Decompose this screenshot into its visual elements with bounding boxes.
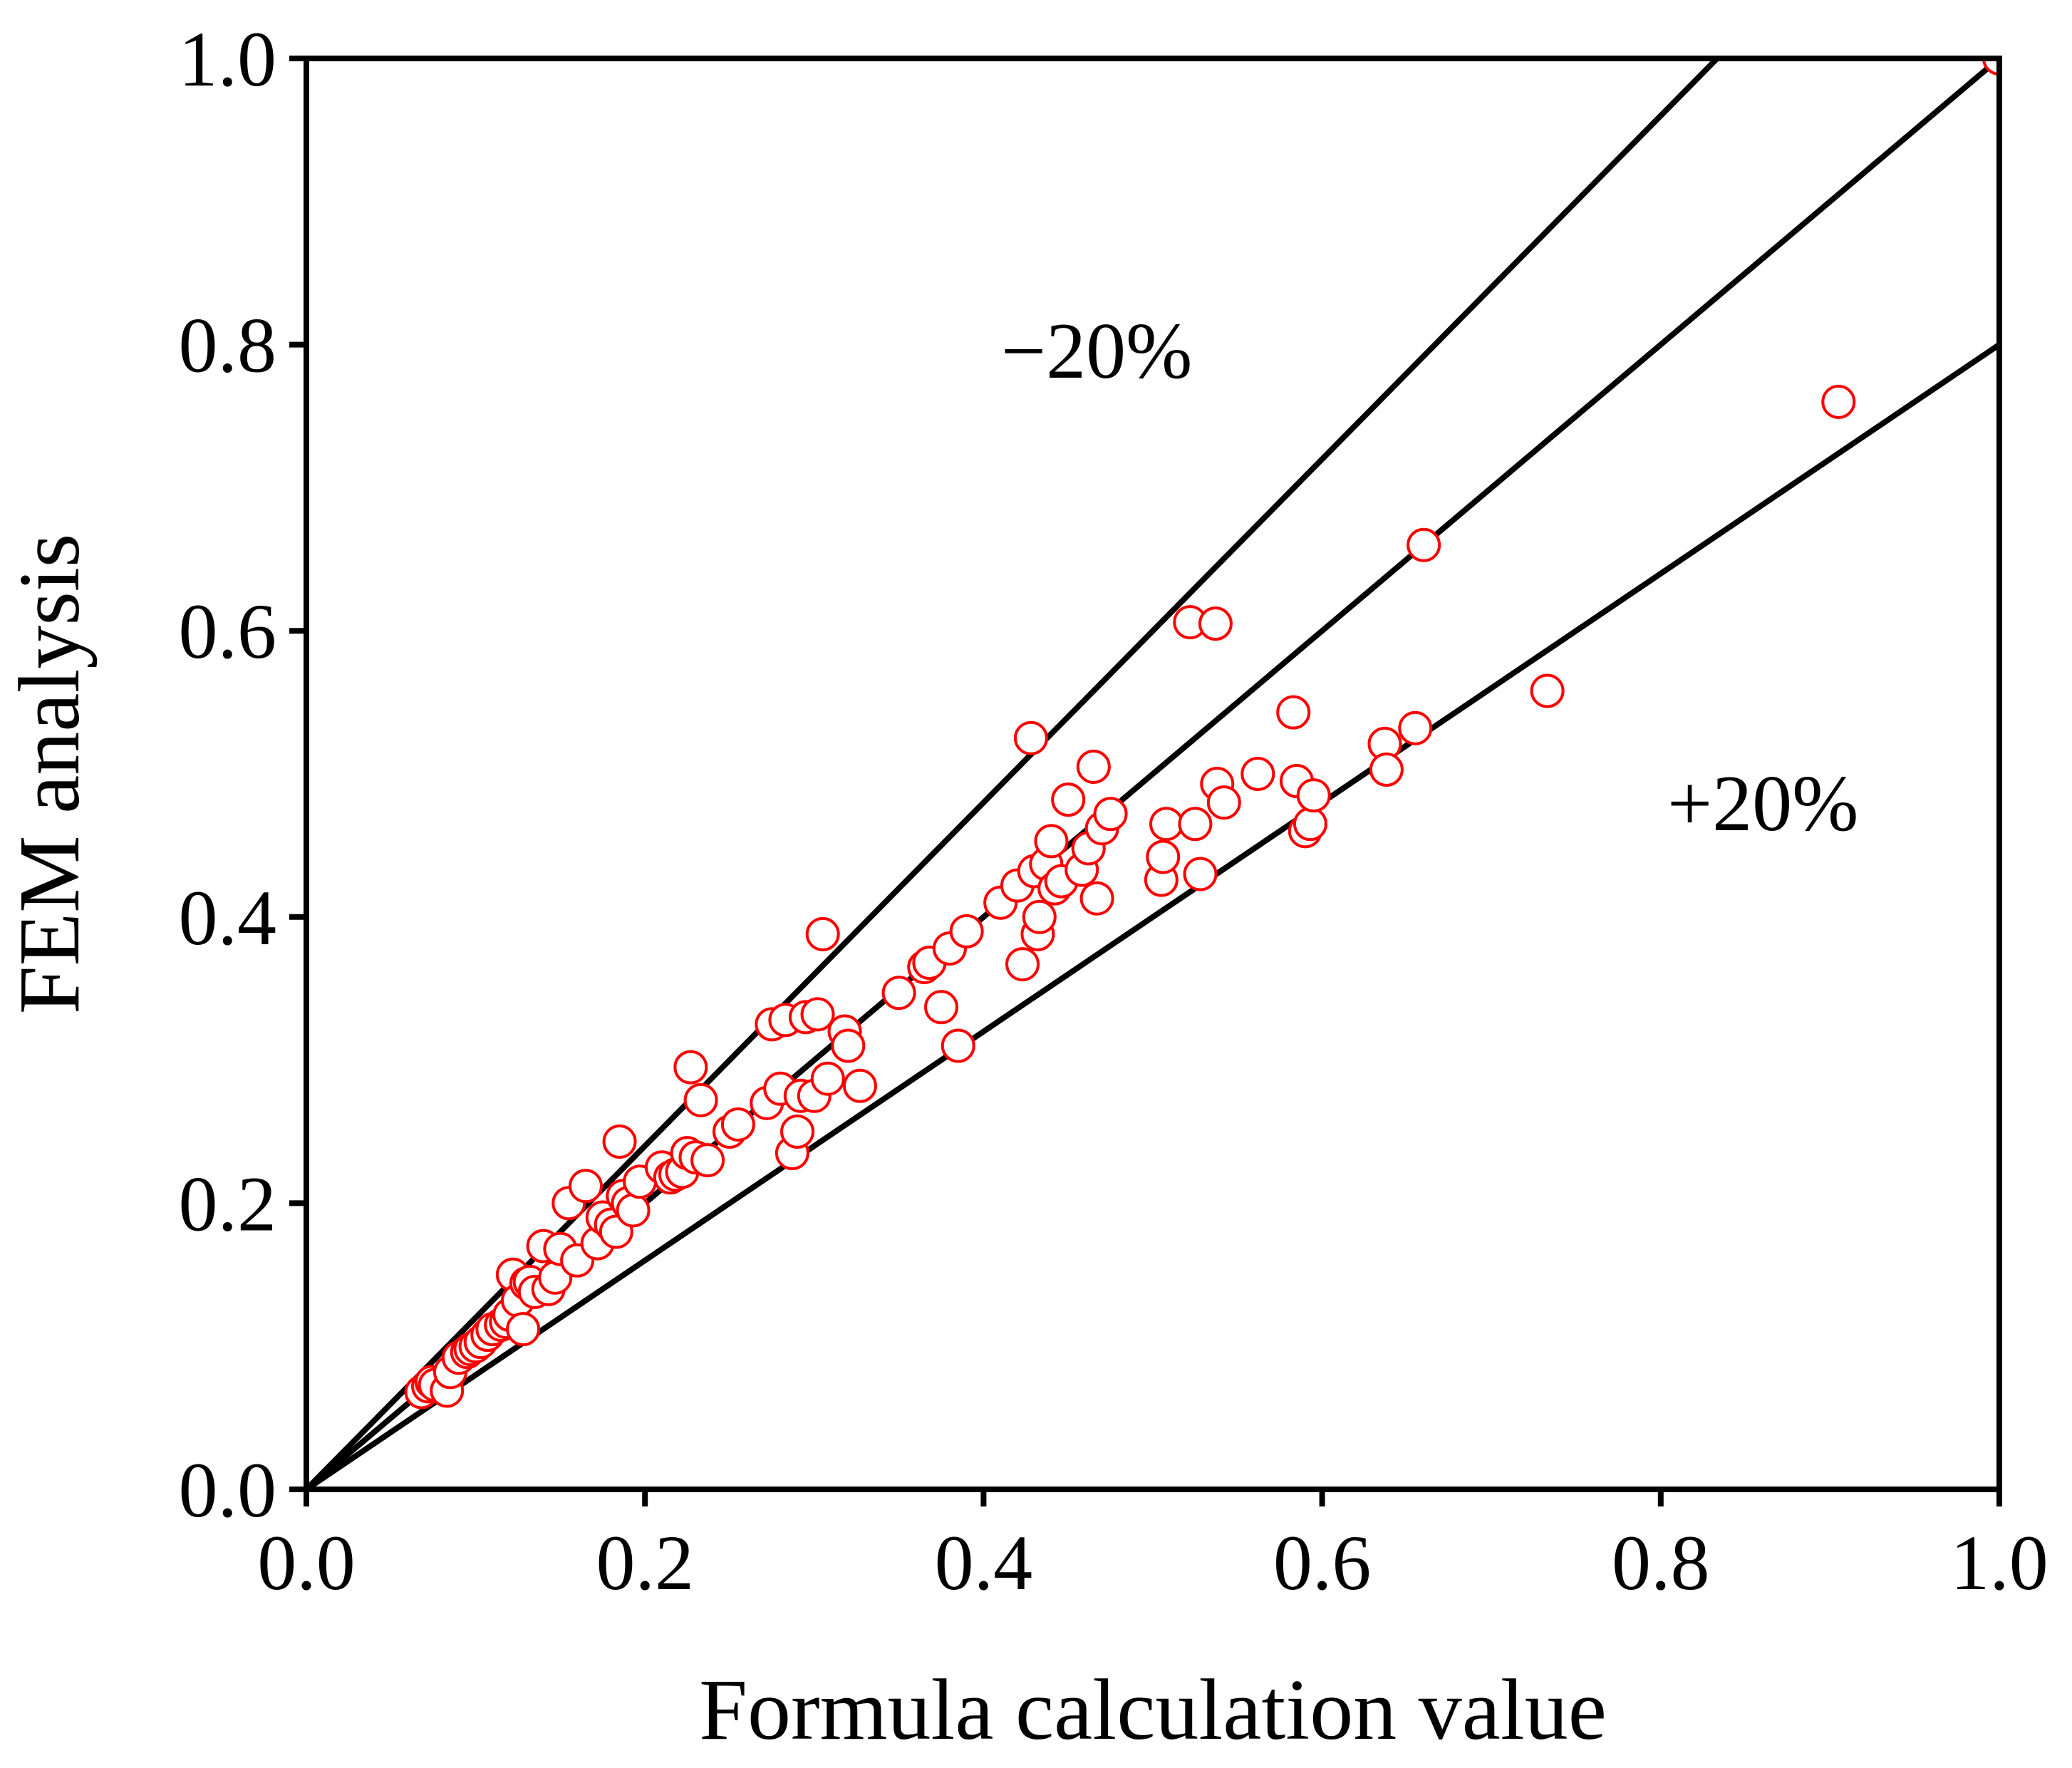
data-point xyxy=(800,997,835,1032)
data-point xyxy=(602,1125,637,1159)
data-point xyxy=(673,1050,708,1085)
data-point xyxy=(1296,778,1331,813)
data-point xyxy=(683,1082,718,1117)
data-point xyxy=(1093,797,1128,832)
data-point xyxy=(831,1028,866,1063)
data-point xyxy=(1240,757,1275,791)
data-point xyxy=(1005,947,1040,982)
data-point xyxy=(810,1061,845,1096)
data-point xyxy=(1178,807,1213,842)
data-point xyxy=(1183,857,1218,891)
data-point xyxy=(1146,839,1181,874)
x-tick-label: 0.4 xyxy=(935,1519,1033,1606)
data-point xyxy=(881,976,916,1010)
data-point xyxy=(1398,710,1433,745)
x-tick-label: 0.0 xyxy=(257,1519,356,1606)
data-point xyxy=(569,1169,604,1204)
y-tick-label: 0.8 xyxy=(179,302,277,389)
data-point xyxy=(1022,899,1057,934)
y-tick-label: 0.6 xyxy=(179,588,277,675)
x-axis-title: Formula calculation value xyxy=(699,1662,1607,1758)
plot-frame xyxy=(304,56,2002,1492)
y-axis-ticks: 0.0 0.2 0.4 0.6 0.8 1.0 xyxy=(179,16,306,1534)
x-axis-ticks: 0.0 0.2 0.4 0.6 0.8 1.0 xyxy=(257,1489,2048,1606)
y-tick-label: 0.2 xyxy=(179,1160,277,1247)
ref-line-plus-20 xyxy=(306,342,1999,1489)
data-point xyxy=(1034,824,1069,859)
data-point xyxy=(720,1107,755,1142)
data-point xyxy=(1276,695,1311,730)
y-tick-label: 0.0 xyxy=(179,1447,277,1534)
data-point xyxy=(616,1193,651,1228)
data-point xyxy=(780,1115,815,1149)
data-point xyxy=(1013,720,1048,755)
x-tick-label: 1.0 xyxy=(1950,1519,2048,1606)
y-tick-label: 1.0 xyxy=(179,16,277,103)
minus-20-label: −20% xyxy=(1001,307,1192,396)
x-tick-label: 0.8 xyxy=(1612,1519,1710,1606)
data-point xyxy=(1982,58,1999,76)
data-point xyxy=(1149,807,1184,842)
x-tick-label: 0.6 xyxy=(1273,1519,1372,1606)
data-points xyxy=(404,58,1999,1410)
data-point xyxy=(1198,606,1233,641)
plus-20-label: +20% xyxy=(1667,760,1858,848)
data-point xyxy=(1076,749,1111,784)
data-point xyxy=(805,916,840,951)
data-point xyxy=(1051,782,1086,817)
y-axis-title: FEM analysis xyxy=(1,534,98,1014)
data-point xyxy=(506,1312,541,1347)
x-tick-label: 0.2 xyxy=(596,1519,694,1606)
data-point xyxy=(949,914,984,948)
data-point xyxy=(1821,384,1856,419)
data-point xyxy=(924,990,958,1025)
data-point xyxy=(1369,752,1404,787)
data-point xyxy=(842,1068,877,1103)
data-point xyxy=(690,1143,725,1178)
data-point xyxy=(1530,673,1565,708)
data-point xyxy=(1079,881,1114,916)
data-point xyxy=(1206,785,1241,820)
y-tick-label: 0.4 xyxy=(179,874,277,961)
data-point xyxy=(941,1028,975,1063)
data-point xyxy=(1407,527,1441,562)
data-point xyxy=(1293,807,1327,842)
